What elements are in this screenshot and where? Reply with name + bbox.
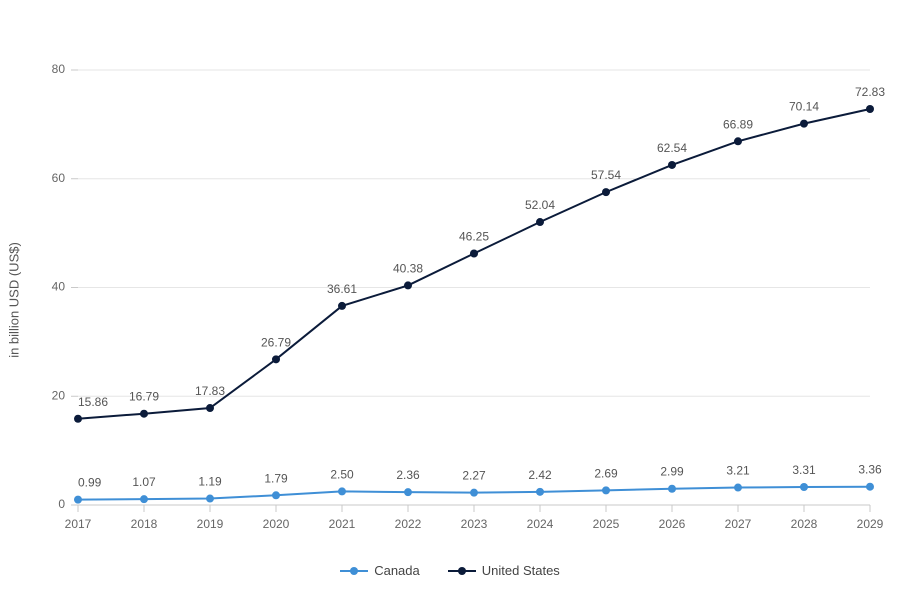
data-label: 2.99 [660,465,684,479]
legend-swatch [340,564,368,578]
x-tick-label: 2019 [197,517,224,531]
data-label: 46.25 [459,230,489,244]
x-tick-label: 2022 [395,517,422,531]
x-tick-label: 2026 [659,517,686,531]
data-label: 2.42 [528,468,552,482]
data-point [602,486,610,494]
data-point [338,487,346,495]
x-tick-label: 2024 [527,517,554,531]
x-tick-label: 2021 [329,517,356,531]
data-label: 26.79 [261,335,291,349]
x-tick-label: 2029 [857,517,884,531]
x-tick-label: 2020 [263,517,290,531]
data-label: 2.69 [594,466,618,480]
data-point [734,484,742,492]
data-label: 2.27 [462,469,486,483]
data-label: 3.36 [858,463,882,477]
legend: Canada United States [0,563,900,578]
data-point [272,491,280,499]
data-label: 3.31 [792,463,816,477]
y-tick-label: 60 [52,171,66,185]
data-label: 36.61 [327,282,357,296]
data-point [800,483,808,491]
data-point [206,495,214,503]
data-label: 1.19 [198,475,222,489]
x-tick-label: 2027 [725,517,752,531]
data-label: 17.83 [195,384,225,398]
y-tick-label: 20 [52,388,66,402]
x-tick-label: 2025 [593,517,620,531]
series-line [78,109,870,419]
legend-item: Canada [340,563,420,578]
data-point [536,488,544,496]
data-label: 16.79 [129,390,159,404]
data-label: 1.79 [264,471,288,485]
x-tick-label: 2017 [65,517,92,531]
data-point [404,281,412,289]
data-label: 15.86 [78,395,108,409]
x-tick-label: 2023 [461,517,488,531]
data-point [866,483,874,491]
legend-swatch [448,564,476,578]
data-point [338,302,346,310]
data-point [74,496,82,504]
data-point [668,161,676,169]
data-label: 0.99 [78,476,102,490]
data-label: 3.21 [726,464,750,478]
data-label: 40.38 [393,261,423,275]
data-label: 1.07 [132,475,156,489]
data-point [866,105,874,113]
data-point [470,250,478,258]
chart-container: 0 20 40 60 80 2017 2018 2019 2020 2021 2022 2023 202… [0,0,900,600]
data-point [74,415,82,423]
data-label: 66.89 [723,117,753,131]
data-label: 57.54 [591,168,621,182]
legend-item: United States [448,563,560,578]
line-chart: 0 20 40 60 80 2017 2018 2019 2020 2021 2022 2023 202… [0,0,900,600]
data-label: 70.14 [789,100,819,114]
x-tick-label: 2028 [791,517,818,531]
data-point [536,218,544,226]
data-label: 2.50 [330,467,354,481]
y-tick-label: 40 [52,280,66,294]
data-point [140,495,148,503]
data-point [734,137,742,145]
y-tick-label: 80 [52,62,66,76]
data-point [602,188,610,196]
legend-label: United States [482,563,560,578]
x-tick-label: 2018 [131,517,158,531]
data-point [206,404,214,412]
data-label: 62.54 [657,141,687,155]
data-point [470,489,478,497]
y-tick-label: 0 [58,497,65,511]
data-label: 2.36 [396,468,420,482]
data-point [668,485,676,493]
data-point [404,488,412,496]
data-point [272,355,280,363]
data-label: 52.04 [525,198,555,212]
data-point [800,120,808,128]
data-label: 72.83 [855,85,885,99]
legend-label: Canada [374,563,420,578]
y-axis-label: in billion USD (US$) [7,242,22,358]
data-point [140,410,148,418]
